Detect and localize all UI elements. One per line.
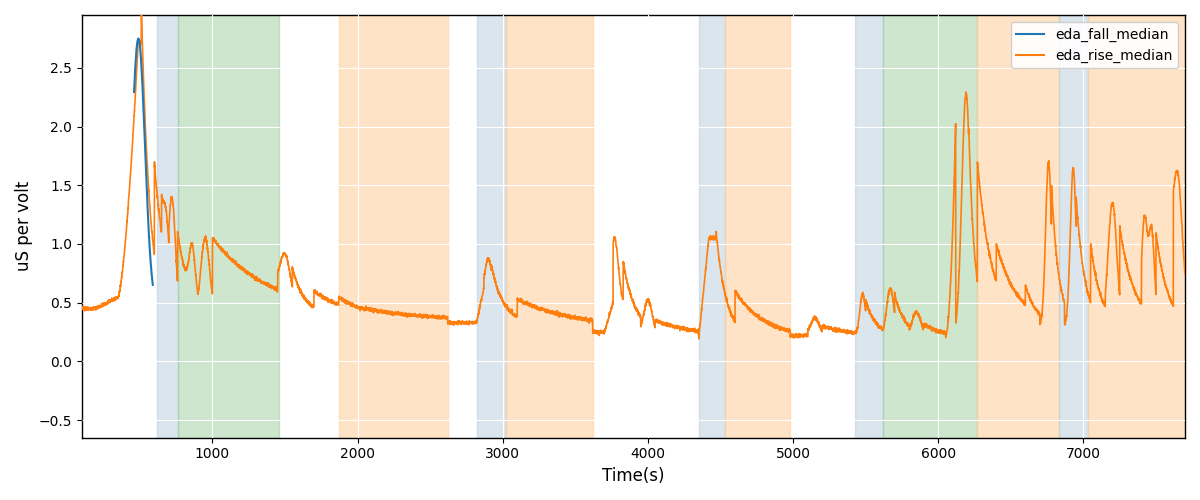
Bar [338, 15, 448, 438]
Bar [856, 15, 883, 438]
Bar [1087, 15, 1186, 438]
eda_rise_median [1178, 271, 1193, 277]
Line: eda_fall_median: eda_fall_median [134, 38, 152, 285]
Bar [1058, 15, 1087, 438]
eda_rise_median [775, 325, 790, 331]
Bar [157, 15, 178, 438]
eda_rise_median [691, 336, 706, 342]
eda_rise_median [134, 6, 149, 12]
eda_rise_median [952, 276, 966, 282]
Bar [178, 15, 280, 438]
X-axis label: Time(s): Time(s) [602, 467, 665, 485]
Bar [883, 15, 978, 438]
eda_rise_median [130, 56, 144, 62]
Bar [476, 15, 505, 438]
Bar [978, 15, 1058, 438]
Legend: eda_fall_median, eda_rise_median: eda_fall_median, eda_rise_median [1010, 22, 1178, 68]
eda_fall_median [130, 40, 144, 46]
Bar [725, 15, 790, 438]
eda_rise_median [727, 318, 742, 324]
Bar [698, 15, 725, 438]
eda_rise_median [474, 296, 488, 302]
eda_rise_median [74, 304, 89, 310]
eda_rise_median [893, 310, 907, 316]
Bar [505, 15, 593, 438]
Y-axis label: uS per volt: uS per volt [14, 181, 34, 272]
Line: eda_rise_median: eda_rise_median [82, 8, 1186, 339]
